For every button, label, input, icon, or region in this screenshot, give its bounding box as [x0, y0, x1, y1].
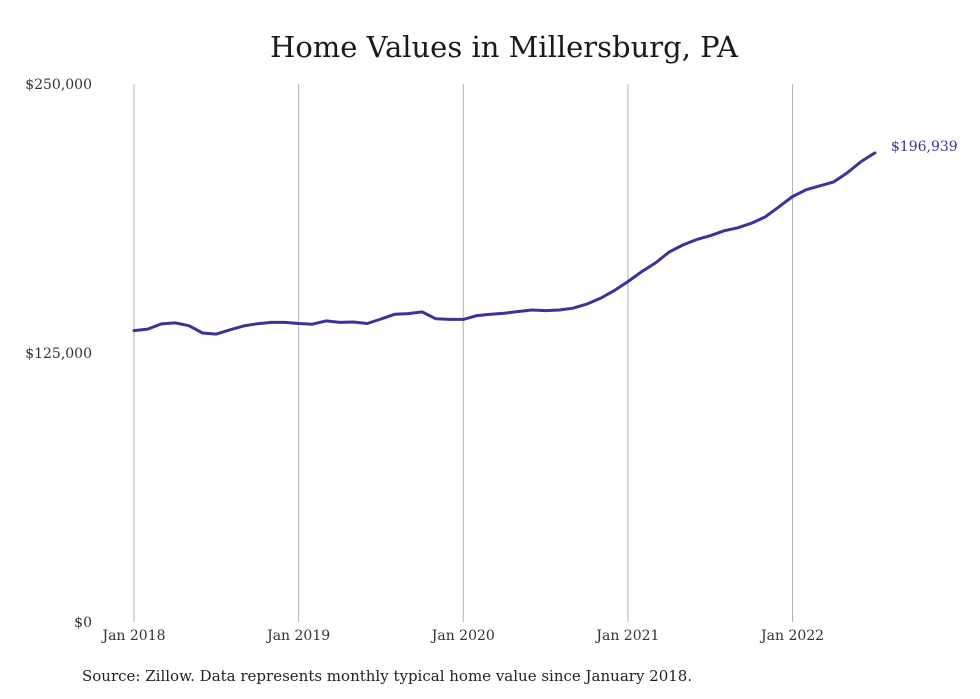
chart-title: Home Values in Millersburg, PA [270, 30, 738, 64]
source-note: Source: Zillow. Data represents monthly … [82, 667, 693, 685]
y-tick-label: $250,000 [25, 77, 92, 93]
series-layer [132, 151, 877, 336]
x-axis-ticks: Jan 2018 Jan 2019 Jan 2020 Jan 2021 Jan 2022 [100, 628, 824, 644]
gridlines [133, 84, 794, 622]
y-tick-label: $125,000 [25, 346, 92, 362]
x-tick-label: Jan 2021 [594, 628, 659, 644]
label-layer: $196,939 [891, 139, 958, 155]
x-tick-label: Jan 2018 [100, 628, 165, 644]
x-tick-label: Jan 2022 [759, 628, 824, 644]
y-axis-ticks: $0 $125,000 $250,000 [25, 77, 92, 631]
x-tick-label: Jan 2019 [265, 628, 330, 644]
y-tick-label: $0 [74, 615, 92, 631]
end-value-label: $196,939 [891, 139, 958, 155]
series-line [132, 151, 877, 336]
x-tick-label: Jan 2020 [430, 628, 495, 644]
